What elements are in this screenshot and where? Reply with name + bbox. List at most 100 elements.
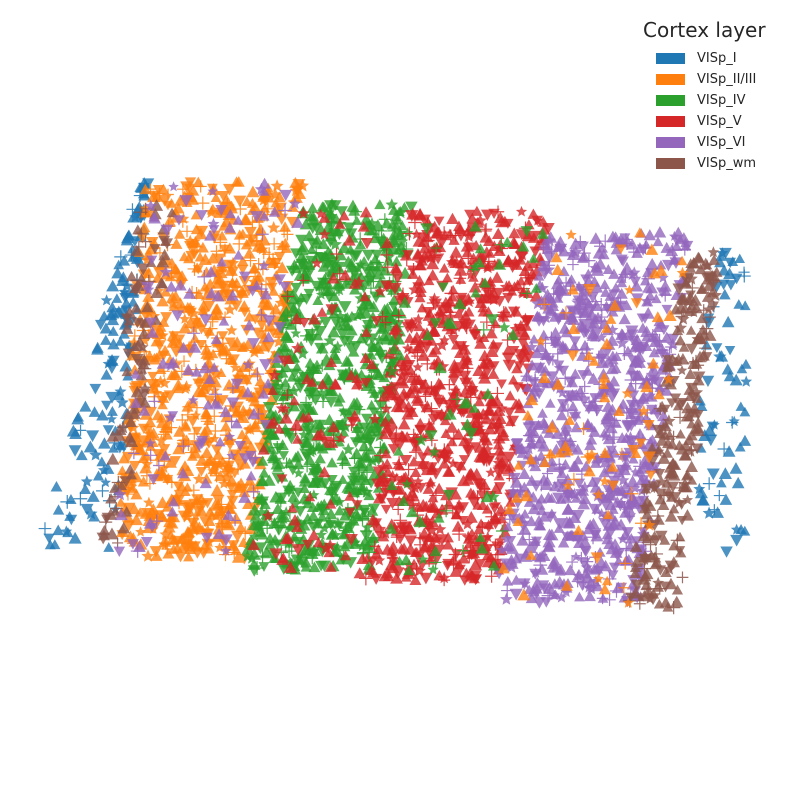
- data-point-visp-v: [279, 411, 293, 424]
- data-point-visp-iv: [311, 234, 323, 245]
- data-point-visp-v: [323, 538, 337, 551]
- data-point-visp-ii-iii: [543, 449, 556, 461]
- data-point-visp-vi: [140, 536, 153, 548]
- data-point-visp-ii-iii: [224, 337, 236, 348]
- data-point-visp-ii-iii: [601, 323, 612, 333]
- data-point-visp-v: [378, 429, 390, 440]
- data-point-visp-vi: [578, 535, 592, 548]
- data-point-visp-vi: [561, 429, 572, 440]
- data-point-visp-iv: [287, 491, 300, 503]
- data-point-visp-v: [415, 482, 427, 494]
- data-point-visp-i: [101, 400, 112, 411]
- data-point-visp-ii-iii: [545, 420, 559, 433]
- data-point-visp-iv: [312, 295, 324, 306]
- data-point-visp-ii-iii: [157, 183, 170, 195]
- data-point-visp-ii-iii: [143, 496, 155, 508]
- data-point-visp-iv: [485, 314, 499, 326]
- data-point-visp-iv: [293, 270, 306, 281]
- data-point-visp-ii-iii: [200, 407, 212, 417]
- data-point-visp-wm: [678, 342, 690, 352]
- data-point-visp-vi: [601, 347, 613, 358]
- data-point-visp-i: [60, 494, 75, 509]
- data-point-visp-wm: [684, 272, 698, 285]
- data-point-visp-v: [461, 530, 475, 543]
- data-point-visp-v: [446, 556, 461, 571]
- data-point-visp-vi: [603, 593, 616, 606]
- data-point-visp-vi: [247, 485, 261, 499]
- data-point-visp-ii-iii: [202, 349, 215, 361]
- data-point-visp-ii-iii: [223, 303, 237, 316]
- data-point-visp-iv: [357, 470, 369, 481]
- data-point-visp-iv: [350, 340, 363, 352]
- data-point-visp-iv: [308, 561, 321, 573]
- data-point-visp-iv: [521, 287, 533, 300]
- data-point-visp-ii-iii: [189, 516, 200, 527]
- data-point-visp-vi: [640, 239, 652, 250]
- data-point-visp-v: [396, 287, 409, 300]
- data-point-visp-ii-iii: [186, 451, 198, 461]
- data-point-visp-iv: [295, 547, 308, 558]
- data-point-visp-v: [393, 399, 404, 410]
- data-point-visp-iv: [350, 447, 364, 460]
- data-point-visp-ii-iii: [153, 187, 166, 201]
- data-point-visp-v: [438, 446, 451, 457]
- data-point-visp-ii-iii: [191, 262, 203, 273]
- data-point-visp-i: [98, 437, 111, 449]
- data-point-visp-ii-iii: [230, 300, 243, 312]
- data-point-visp-v: [404, 364, 417, 376]
- data-point-visp-v: [435, 503, 449, 515]
- data-point-visp-vi: [680, 241, 692, 251]
- data-point-visp-vi: [273, 274, 286, 286]
- data-point-visp-ii-iii: [269, 258, 283, 270]
- legend-label: VISp_VI: [697, 135, 746, 150]
- data-point-visp-wm: [691, 333, 704, 345]
- data-point-visp-v: [344, 507, 356, 518]
- data-point-visp-i: [73, 491, 88, 506]
- data-point-visp-vi: [181, 363, 195, 375]
- data-point-visp-ii-iii: [513, 460, 524, 470]
- data-point-visp-v: [521, 315, 533, 326]
- data-point-visp-ii-iii: [198, 380, 211, 393]
- data-point-visp-ii-iii: [145, 406, 157, 418]
- data-point-visp-ii-iii: [147, 371, 159, 382]
- data-point-visp-ii-iii: [146, 514, 159, 525]
- data-point-visp-iv: [329, 200, 342, 211]
- data-point-visp-ii-iii: [273, 191, 286, 203]
- data-point-visp-i: [100, 294, 113, 306]
- legend-item: VISp_I: [640, 48, 790, 69]
- data-point-visp-wm: [666, 398, 678, 409]
- data-point-visp-v: [288, 514, 302, 526]
- data-point-visp-v: [450, 488, 462, 500]
- data-point-visp-i: [113, 389, 125, 401]
- data-point-visp-ii-iii: [567, 472, 581, 486]
- data-point-visp-iv: [373, 318, 387, 332]
- data-point-visp-v: [494, 413, 507, 424]
- data-point-visp-v: [297, 274, 310, 287]
- data-point-visp-i: [129, 211, 142, 223]
- data-point-visp-v: [360, 237, 374, 250]
- data-point-visp-vi: [588, 503, 602, 516]
- data-point-visp-ii-iii: [149, 380, 161, 392]
- data-point-visp-v: [384, 387, 398, 399]
- data-point-visp-v: [477, 432, 490, 444]
- data-point-visp-iv: [336, 329, 349, 341]
- data-point-visp-v: [352, 275, 366, 288]
- data-point-visp-vi: [578, 339, 592, 351]
- data-point-visp-vi: [541, 263, 556, 276]
- data-point-visp-vi: [207, 185, 218, 196]
- data-point-visp-iv: [362, 545, 377, 560]
- data-point-visp-v: [450, 339, 462, 350]
- data-point-visp-wm: [625, 592, 637, 603]
- data-point-visp-iv: [476, 322, 491, 337]
- data-point-visp-i: [735, 401, 747, 411]
- data-point-visp-v: [464, 209, 476, 220]
- data-point-visp-vi: [160, 224, 174, 237]
- data-point-visp-v: [304, 491, 316, 502]
- data-point-visp-ii-iii: [653, 388, 665, 400]
- data-point-visp-iv: [372, 259, 386, 272]
- data-point-visp-ii-iii: [538, 372, 551, 384]
- data-point-visp-iv: [390, 256, 403, 267]
- data-point-visp-iv: [460, 418, 474, 431]
- data-point-visp-vi: [243, 319, 256, 331]
- data-point-visp-v: [465, 548, 479, 560]
